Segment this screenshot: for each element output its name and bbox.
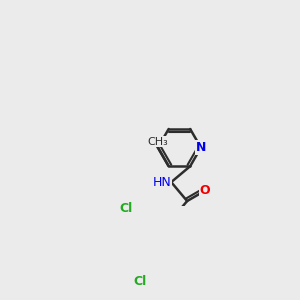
- Text: HN: HN: [152, 176, 171, 189]
- Text: Cl: Cl: [119, 202, 133, 215]
- Text: N: N: [196, 141, 206, 154]
- Text: O: O: [200, 184, 210, 197]
- Text: Cl: Cl: [133, 275, 146, 288]
- Text: CH₃: CH₃: [147, 137, 168, 147]
